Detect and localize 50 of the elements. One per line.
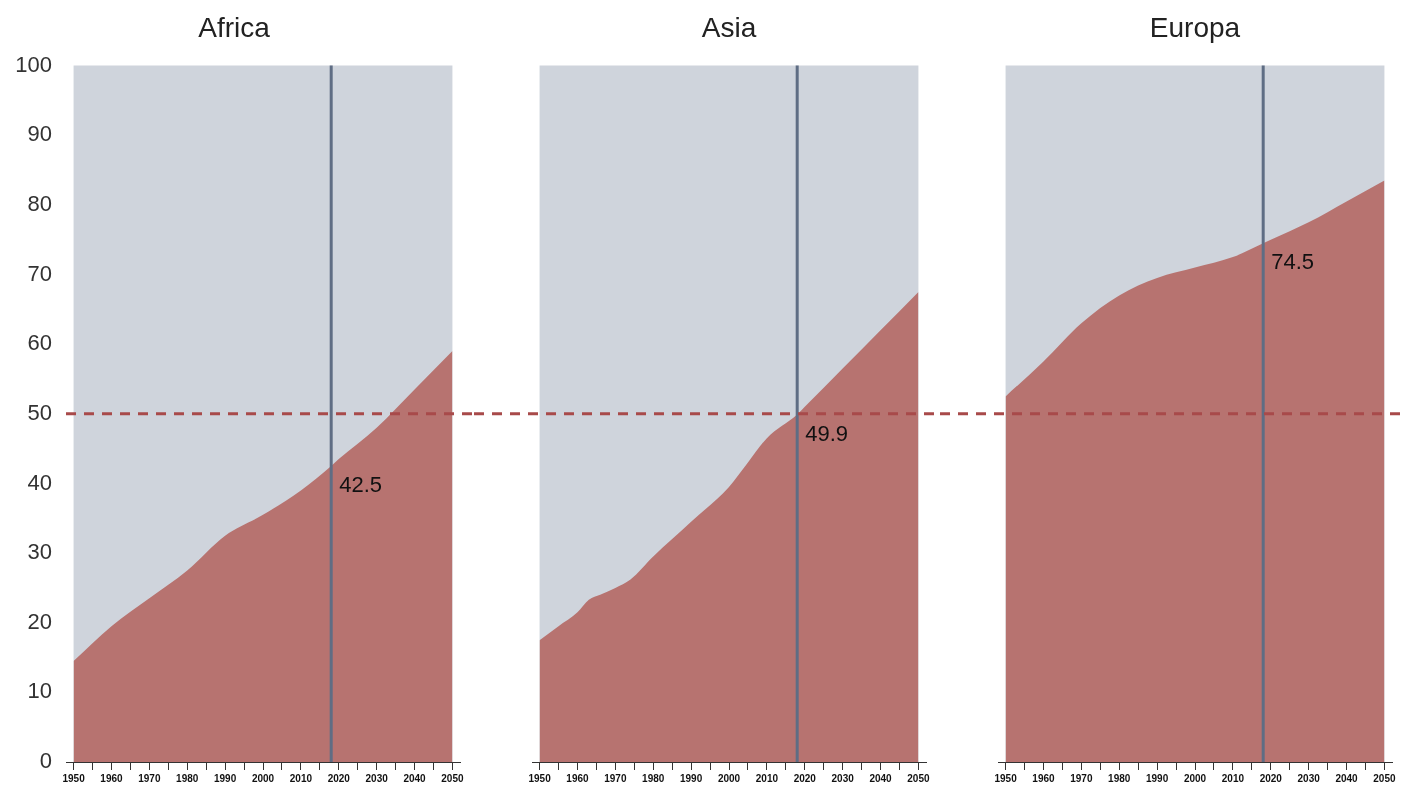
x-tick-label: 2020 — [1259, 772, 1283, 784]
x-tick-label: 2010 — [289, 772, 313, 784]
y-tick-label: 60 — [27, 330, 52, 356]
y-tick-label: 30 — [27, 539, 52, 565]
x-tick-label: 2050 — [907, 772, 930, 784]
x-tick-label: 2030 — [365, 772, 389, 784]
y-tick-label: 80 — [27, 190, 52, 216]
x-tick-label: 2040 — [403, 772, 427, 784]
x-tick-label: 2020 — [793, 772, 817, 784]
x-tick-label: 2040 — [1335, 772, 1359, 784]
y-tick-label: 50 — [27, 399, 52, 425]
y-tick-label: 20 — [27, 608, 52, 634]
x-tick-label: 1960 — [100, 772, 124, 784]
x-tick-label: 1950 — [528, 772, 552, 784]
y-tick-label: 100 — [15, 51, 52, 77]
chart-title: Europa — [1149, 11, 1241, 43]
x-tick-label: 1990 — [679, 772, 703, 784]
x-tick-label: 2030 — [831, 772, 855, 784]
x-tick-label: 1970 — [604, 772, 627, 784]
data-label: 49.9 — [805, 420, 849, 446]
x-tick-label: 2030 — [1297, 772, 1321, 784]
y-tick-label: 10 — [27, 678, 52, 704]
x-tick-label: 2010 — [755, 772, 779, 784]
x-tick-label: 2020 — [327, 772, 351, 784]
x-tick-label: 1980 — [642, 772, 665, 784]
x-tick-label: 1970 — [1070, 772, 1093, 784]
y-tick-label: 40 — [27, 469, 52, 495]
data-label: 74.5 — [1271, 249, 1315, 275]
data-label: 42.5 — [339, 472, 383, 498]
x-tick-label: 1990 — [213, 772, 237, 784]
y-tick-label: 90 — [27, 121, 52, 147]
chart-title: Asia — [701, 11, 757, 43]
x-tick-label: 2010 — [1221, 772, 1245, 784]
x-tick-label: 2000 — [1183, 772, 1207, 784]
x-tick-label: 2000 — [251, 772, 275, 784]
x-tick-label: 1980 — [1108, 772, 1131, 784]
x-tick-label: 2050 — [1373, 772, 1396, 784]
x-tick-label: 1950 — [62, 772, 86, 784]
y-tick-label: 70 — [27, 260, 52, 286]
x-tick-label: 1980 — [176, 772, 199, 784]
x-tick-label: 1960 — [566, 772, 590, 784]
x-tick-label: 2000 — [717, 772, 741, 784]
x-tick-label: 2040 — [869, 772, 893, 784]
x-tick-label: 1950 — [994, 772, 1018, 784]
x-tick-label: 2050 — [441, 772, 464, 784]
y-tick-label: 0 — [39, 748, 52, 774]
x-tick-label: 1960 — [1032, 772, 1056, 784]
chart-title: Africa — [198, 11, 271, 43]
x-tick-label: 1970 — [138, 772, 161, 784]
x-tick-label: 1990 — [1145, 772, 1169, 784]
